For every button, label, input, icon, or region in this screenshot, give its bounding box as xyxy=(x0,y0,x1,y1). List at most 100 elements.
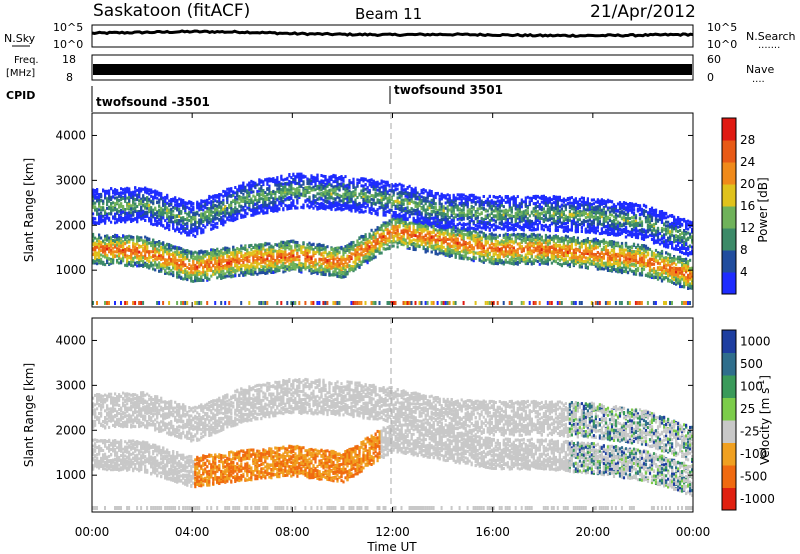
heatmap-cell xyxy=(389,195,391,198)
heatmap-cell xyxy=(196,205,198,208)
heatmap-cell xyxy=(342,275,344,278)
heatmap-cell xyxy=(192,252,194,255)
heatmap-cell xyxy=(274,243,276,246)
heatmap-cell xyxy=(184,276,186,279)
heatmap-cell xyxy=(184,201,186,204)
heatmap-cell xyxy=(332,273,334,276)
heatmap-cell xyxy=(298,178,300,181)
heatmap-cell xyxy=(262,183,264,186)
heatmap-cell xyxy=(168,245,170,248)
heatmap-cell xyxy=(230,187,232,190)
heatmap-cell xyxy=(354,248,356,251)
heatmap-cell xyxy=(120,191,122,194)
heatmap-cell xyxy=(266,265,268,268)
heatmap-cell xyxy=(202,200,204,203)
heatmap-cell xyxy=(230,195,232,198)
heatmap-cell xyxy=(318,192,320,195)
heatmap-cell xyxy=(246,201,248,204)
heatmap-cell xyxy=(192,260,194,263)
heatmap-cell xyxy=(352,184,354,187)
heatmap-cell xyxy=(379,207,381,210)
heatmap-cell xyxy=(367,255,369,258)
heatmap-cell xyxy=(100,199,102,202)
heatmap-cell xyxy=(284,195,286,198)
heatmap-cell xyxy=(326,245,328,248)
heatmap-cell xyxy=(294,181,296,184)
heatmap-cell xyxy=(266,252,268,255)
heatmap-cell xyxy=(198,214,200,217)
heatmap-cell xyxy=(286,208,288,211)
heatmap-cell xyxy=(178,259,180,262)
heatmap-cell xyxy=(350,198,352,201)
heatmap-cell xyxy=(268,205,270,208)
heatmap-cell xyxy=(278,201,280,204)
heatmap-cell xyxy=(268,262,270,265)
heatmap-cell xyxy=(134,243,136,246)
heatmap-cell xyxy=(314,258,316,261)
heatmap-cell xyxy=(278,207,280,210)
heatmap-cell xyxy=(318,246,320,249)
heatmap-cell xyxy=(192,223,194,226)
heatmap-cell xyxy=(212,270,214,273)
heatmap-cell xyxy=(358,253,360,256)
heatmap-cell xyxy=(312,264,314,267)
heatmap-cell xyxy=(324,268,326,271)
heatmap-cell xyxy=(268,248,270,251)
heatmap-cell xyxy=(134,202,136,205)
heatmap-cell xyxy=(266,257,268,260)
heatmap-cell xyxy=(312,207,314,210)
heatmap-cell xyxy=(238,251,240,254)
heatmap-cell xyxy=(240,214,242,217)
heatmap-cell xyxy=(176,259,178,262)
heatmap-cell xyxy=(104,220,106,223)
heatmap-cell xyxy=(226,259,228,262)
heatmap-cell xyxy=(252,250,254,253)
ground-scatter-cell xyxy=(322,301,324,305)
heatmap-cell xyxy=(184,250,186,253)
heatmap-cell xyxy=(369,233,371,236)
heatmap-cell xyxy=(132,260,134,263)
heatmap-cell xyxy=(292,266,294,269)
heatmap-cell xyxy=(130,261,132,264)
heatmap-cell xyxy=(268,243,270,246)
heatmap-cell xyxy=(338,247,340,250)
heatmap-cell xyxy=(234,210,236,213)
heatmap-cell xyxy=(326,253,328,256)
heatmap-cell xyxy=(238,186,240,189)
heatmap-cell xyxy=(344,248,346,251)
heatmap-cell xyxy=(362,189,364,192)
heatmap-cell xyxy=(188,259,190,262)
heatmap-cell xyxy=(248,251,250,254)
heatmap-cell xyxy=(216,200,218,203)
heatmap-cell xyxy=(387,200,389,203)
heatmap-cell xyxy=(288,204,290,207)
heatmap-cell xyxy=(124,200,126,203)
heatmap-cell xyxy=(375,256,377,259)
heatmap-cell xyxy=(296,258,298,261)
heatmap-cell xyxy=(228,259,230,262)
radar-chart: Saskatoon (fitACF) Beam 11 21/Apr/2012 N… xyxy=(0,0,800,554)
heatmap-cell xyxy=(184,256,186,259)
heatmap-cell xyxy=(272,265,274,268)
heatmap-cell xyxy=(371,248,373,251)
heatmap-cell xyxy=(232,248,234,251)
heatmap-cell xyxy=(367,238,369,241)
heatmap-cell xyxy=(170,272,172,275)
heatmap-cell xyxy=(294,258,296,261)
ground-scatter-cell xyxy=(304,301,306,305)
heatmap-cell xyxy=(166,263,168,266)
heatmap-cell xyxy=(148,217,150,220)
heatmap-cell xyxy=(162,246,164,249)
heatmap-cell xyxy=(252,184,254,187)
heatmap-cell xyxy=(168,256,170,259)
heatmap-cell xyxy=(100,237,102,240)
heatmap-cell xyxy=(290,181,292,184)
heatmap-cell xyxy=(216,205,218,208)
heatmap-cell xyxy=(250,244,252,247)
heatmap-cell xyxy=(94,260,96,263)
heatmap-cell xyxy=(136,189,138,192)
heatmap-cell xyxy=(248,265,250,268)
heatmap-cell xyxy=(280,204,282,207)
heatmap-cell xyxy=(352,265,354,268)
ground-scatter-cell xyxy=(316,301,318,305)
